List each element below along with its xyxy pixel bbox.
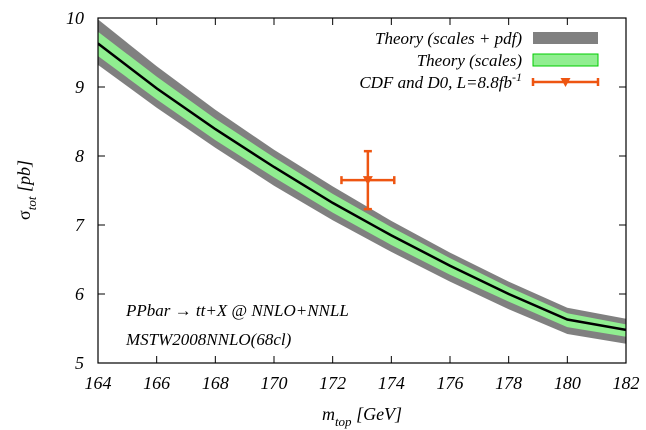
x-tick-label: 172: [319, 373, 346, 393]
y-tick-label: 10: [66, 8, 84, 28]
x-tick-label: 164: [85, 373, 112, 393]
band-scales-pdf: [98, 19, 626, 344]
x-tick-label: 170: [261, 373, 288, 393]
legend-label-2: CDF and D0, L=8.8fb-1: [359, 70, 522, 92]
legend-swatch-scales-pdf: [533, 32, 598, 44]
y-tick-label: 9: [75, 77, 84, 97]
plot-frame: [97, 17, 627, 364]
x-tick-label: 166: [143, 373, 170, 393]
x-tick-label: 168: [202, 373, 229, 393]
legend-label-0: Theory (scales + pdf): [375, 29, 522, 48]
x-axis-label: mtop [GeV]: [322, 404, 402, 429]
annotation-pdf: MSTW2008NNLO(68cl): [125, 330, 292, 349]
legend-swatch-scales: [532, 53, 599, 67]
central-line: [98, 42, 626, 332]
legend-swatch-data: [531, 78, 600, 87]
legend-label-1: Theory (scales): [417, 51, 523, 70]
annotation-process: PPbar → tt+X @ NNLO+NNLL: [125, 301, 349, 320]
y-tick-label: 7: [75, 215, 85, 235]
y-axis-label: σtot [pb]: [14, 160, 39, 220]
x-tick-label: 176: [437, 373, 464, 393]
x-tick-label: 174: [378, 373, 405, 393]
y-tick-label: 6: [75, 284, 84, 304]
y-tick-label: 8: [75, 146, 84, 166]
y-tick-label: 5: [75, 353, 84, 373]
x-tick-label: 182: [613, 373, 640, 393]
x-tick-label: 180: [554, 373, 581, 393]
x-tick-label: 178: [495, 373, 522, 393]
measurement-point: [340, 149, 396, 211]
